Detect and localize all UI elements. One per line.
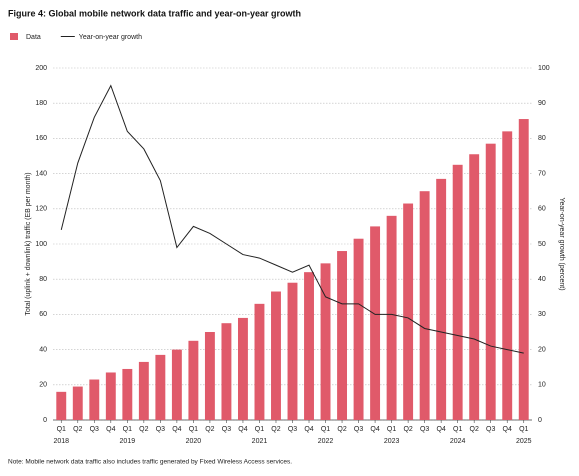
y2-tick-label: 70 [538,170,546,177]
x-group-label: 2019 [120,438,136,445]
bar [122,368,133,420]
x-tick-label: Q3 [288,426,297,433]
x-tick-label: Q2 [403,426,412,433]
x-group-label: 2020 [186,438,202,445]
bar [452,164,463,420]
x-group-label: 2023 [384,438,400,445]
bar [138,361,149,420]
bar [304,272,314,420]
bar [188,340,199,420]
legend-label: Year-on-year growth [79,34,142,41]
bar [237,317,248,420]
y-tick-label: 120 [35,206,47,213]
x-tick-label: Q3 [420,426,429,433]
x-tick-label: Q4 [238,426,247,433]
x-tick-label: Q3 [354,426,363,433]
bar [502,131,513,421]
bar [403,203,414,420]
y-tick-label: 40 [39,346,47,353]
x-tick-label: Q1 [57,426,66,433]
y-tick-label: 140 [35,170,47,177]
bar [56,391,67,420]
y2-tick-label: 50 [538,241,546,248]
x-tick-label: Q3 [90,426,99,433]
chart-title: Figure 4: Global mobile network data tra… [8,8,301,18]
x-group-label: 2021 [252,438,268,445]
x-tick-label: Q2 [205,426,214,433]
x-tick-label: Q4 [172,426,181,433]
bar [370,226,381,420]
line [60,84,524,354]
bar [271,291,281,420]
y-tick-label: 80 [39,276,47,283]
bar [518,119,529,420]
x-tick-label: Q1 [387,426,396,433]
bar [254,303,265,420]
y-tick-label: 0 [43,417,47,424]
bar [469,154,480,421]
y2-tick-label: 100 [538,65,550,72]
y-tick-label: 20 [39,382,47,389]
x-tick-label: Q1 [255,426,264,433]
x-tick-label: Q1 [519,426,528,433]
bar [221,323,232,420]
bar [171,349,182,420]
y-axis-label: Total (uplink + downlink) traffic (EB pe… [25,172,32,315]
bar [337,251,348,420]
x-tick-label: Q4 [370,426,379,433]
y-tick-label: 60 [39,311,47,318]
bar [436,178,447,420]
bar [155,354,166,420]
y2-tick-label: 60 [538,206,546,213]
x-tick-label: Q1 [321,426,330,433]
bar [485,143,496,420]
x-tick-label: Q3 [222,426,231,433]
y2-tick-label: 90 [538,100,546,107]
legend-swatch [10,33,18,40]
x-tick-label: Q4 [106,426,115,433]
bar [204,332,215,420]
x-tick-label: Q4 [304,426,313,433]
x-tick-label: Q2 [73,426,82,433]
y-tick-label: 100 [35,241,47,248]
y-tick-label: 160 [35,135,47,142]
y2-tick-label: 30 [538,311,546,318]
legend-label: Data [26,34,41,41]
bar [72,386,83,420]
bar [419,191,430,420]
y-tick-label: 200 [35,65,47,72]
y2-axis-label: Year-on-year growth (percent) [558,197,565,290]
x-tick-label: Q1 [123,426,132,433]
y2-tick-label: 10 [538,382,546,389]
bar [89,379,100,420]
x-tick-label: Q1 [453,426,462,433]
x-group-label: 2018 [53,438,69,445]
y2-tick-label: 40 [538,276,546,283]
note: Note: Mobile network data traffic also i… [8,459,292,466]
bar [105,372,116,420]
bar [386,215,397,420]
bar [353,238,364,420]
x-group-label: 2024 [450,438,466,445]
x-tick-label: Q3 [486,426,495,433]
bar [320,263,331,420]
x-group-label: 2022 [318,438,334,445]
x-tick-label: Q4 [503,426,512,433]
x-tick-label: Q2 [470,426,479,433]
x-tick-label: Q3 [156,426,165,433]
x-tick-label: Q1 [189,426,198,433]
x-tick-label: Q4 [436,426,445,433]
y-tick-label: 180 [35,100,47,107]
x-tick-label: Q2 [337,426,346,433]
bar [287,282,298,420]
y2-tick-label: 20 [538,346,546,353]
x-group-label: 2025 [516,438,532,445]
x-tick-label: Q2 [271,426,280,433]
x-tick-label: Q2 [139,426,148,433]
y2-tick-label: 80 [538,135,546,142]
y2-tick-label: 0 [538,417,542,424]
